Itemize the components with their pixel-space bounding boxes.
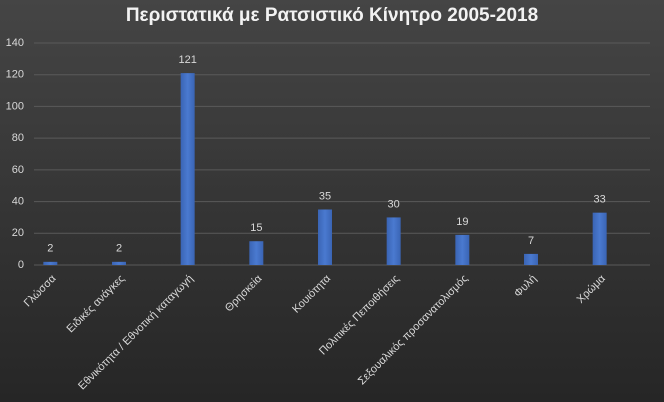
value-label: 35 bbox=[319, 190, 331, 202]
bar bbox=[43, 261, 58, 265]
y-tick-label: 120 bbox=[6, 69, 24, 81]
bar bbox=[455, 234, 470, 265]
bar bbox=[112, 261, 126, 265]
y-tick-label: 40 bbox=[12, 195, 24, 207]
value-label: 2 bbox=[116, 243, 122, 255]
bar bbox=[318, 209, 332, 265]
chart-title: Περιστατικά με Ρατσιστικό Κίνητρο 2005-2… bbox=[126, 5, 538, 26]
bar bbox=[524, 253, 538, 265]
bar bbox=[592, 212, 607, 265]
y-tick-label: 100 bbox=[6, 100, 24, 112]
y-tick-label: 0 bbox=[18, 259, 24, 271]
value-label: 2 bbox=[47, 243, 53, 255]
value-label: 33 bbox=[594, 194, 606, 206]
value-label: 15 bbox=[250, 222, 262, 234]
value-label: 30 bbox=[388, 198, 400, 210]
y-tick-label: 140 bbox=[6, 37, 24, 49]
bar bbox=[249, 241, 264, 265]
y-tick-label: 60 bbox=[12, 164, 24, 176]
y-tick-label: 20 bbox=[12, 227, 24, 239]
value-label: 7 bbox=[528, 235, 534, 247]
value-label: 121 bbox=[178, 54, 196, 66]
bar bbox=[386, 217, 401, 265]
bar bbox=[180, 73, 195, 265]
value-label: 19 bbox=[456, 216, 468, 228]
y-tick-label: 80 bbox=[12, 132, 24, 144]
